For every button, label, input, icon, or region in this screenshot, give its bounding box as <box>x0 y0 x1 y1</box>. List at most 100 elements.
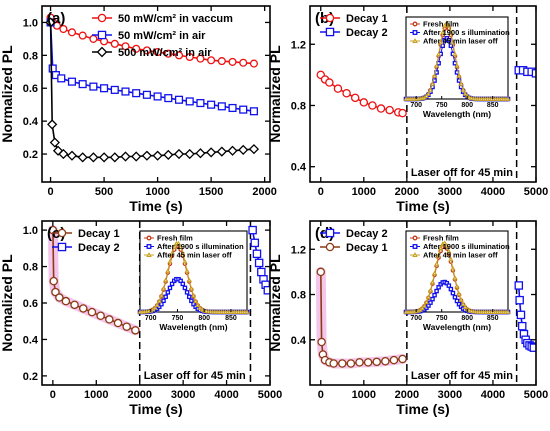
inset-point <box>454 283 460 289</box>
data-point <box>248 225 257 235</box>
inset-point <box>434 261 440 266</box>
data-point <box>217 102 226 111</box>
inset-legend-marker <box>412 252 418 257</box>
data-point <box>531 69 536 78</box>
inset-point <box>425 294 431 300</box>
data-point <box>514 281 524 290</box>
inset-point <box>432 73 438 78</box>
panel-1: 0 500 1000 1500 2000 0.2 0.4 0.6 0.8 1.0 Time (s) N… <box>0 5 277 214</box>
series-0 <box>514 281 536 352</box>
data-point <box>350 93 360 103</box>
y-tick-label: 0.2 <box>23 371 38 383</box>
inset-point <box>460 301 466 307</box>
inset-point <box>450 39 456 45</box>
y-tick-label: 0.4 <box>23 116 39 128</box>
x-tick-label: 3000 <box>438 186 462 198</box>
data-point <box>110 39 119 48</box>
inset-point <box>167 285 173 291</box>
data-point <box>174 51 184 60</box>
inset-legend-marker <box>412 235 418 241</box>
data-point <box>79 304 88 313</box>
y-axis-label: Normalized PL <box>0 45 15 143</box>
inset-legend-marker <box>412 30 418 35</box>
data-point <box>173 148 185 160</box>
data-point <box>58 148 69 160</box>
legend-marker <box>97 13 107 23</box>
inset-point <box>438 39 444 45</box>
inset-point <box>458 297 464 302</box>
inset-point <box>199 306 205 312</box>
data-point <box>185 52 194 62</box>
inset-point <box>458 81 464 86</box>
annotation: Laser off for 45 min <box>411 370 513 382</box>
x-tick-label: 2000 <box>395 389 419 401</box>
data-point <box>185 97 194 106</box>
inset-frame <box>405 16 509 100</box>
data-point <box>67 77 77 86</box>
inset-x-tick-label: 700 <box>410 102 422 109</box>
data-point <box>131 326 140 335</box>
inset-x-tick-label: 800 <box>461 102 473 109</box>
legend-marker <box>57 228 67 238</box>
data-point <box>239 105 248 114</box>
data-point <box>516 310 526 320</box>
y-tick-label: 0.4 <box>291 162 307 174</box>
inset-point <box>462 91 468 96</box>
inset-series-2 <box>403 20 511 101</box>
legend-label: 50 mW/cm² in air <box>118 30 206 42</box>
x-tick-label: 1000 <box>84 389 108 401</box>
series-0 <box>48 225 140 335</box>
inset-legend-label: After 1900 s illumination <box>423 242 510 251</box>
inset-point <box>169 250 175 256</box>
data-point <box>195 148 206 159</box>
inset-point <box>171 244 177 249</box>
inset-point <box>423 93 429 99</box>
inset-point <box>158 292 164 298</box>
y-tick-label: 1.2 <box>291 39 306 51</box>
legend-label: Decay 1 <box>78 228 120 240</box>
data-point <box>381 356 390 366</box>
data-point <box>87 307 97 317</box>
inset-x-tick-label: 850 <box>487 102 499 109</box>
data-point <box>529 343 536 352</box>
data-point <box>163 149 174 160</box>
data-point <box>342 88 351 98</box>
data-point <box>346 359 356 368</box>
inset-point <box>452 294 458 300</box>
x-tick-label: 4000 <box>481 389 505 401</box>
inset-point <box>182 258 188 264</box>
inset-point <box>419 305 425 311</box>
x-tick-label: 0 <box>318 186 324 198</box>
x-tick-label: 1500 <box>199 186 223 198</box>
x-tick-label: 0 <box>50 389 56 401</box>
y-axis-label: Normalized PL <box>267 254 283 352</box>
x-tick-label: 2000 <box>127 389 151 401</box>
data-point <box>122 322 131 331</box>
data-point <box>47 119 58 130</box>
inset-x-tick-label: 750 <box>436 315 448 322</box>
inset-legend-marker <box>146 235 152 241</box>
data-point <box>61 296 71 306</box>
inset-point <box>163 277 169 283</box>
data-point <box>333 84 343 93</box>
data-point <box>227 145 238 156</box>
inset-point <box>152 305 158 310</box>
inset-series-2 <box>403 240 511 314</box>
data-point <box>55 293 64 302</box>
y-axis-label: Normalized PL <box>0 254 15 352</box>
data-point <box>78 80 87 89</box>
annotation: Laser off for 45 min <box>144 370 246 382</box>
inset-x-tick-label: 850 <box>487 315 499 322</box>
inset-x-tick-label: 800 <box>198 315 210 322</box>
data-point <box>184 148 195 160</box>
data-point <box>517 321 527 331</box>
inset-point <box>448 286 454 292</box>
inset-legend-marker <box>146 244 152 249</box>
inset-point <box>186 294 192 300</box>
data-point <box>100 84 109 93</box>
data-point <box>228 103 237 113</box>
series-2 <box>45 17 260 163</box>
data-point <box>257 267 266 277</box>
inset-x-tick-label: 700 <box>410 315 422 322</box>
